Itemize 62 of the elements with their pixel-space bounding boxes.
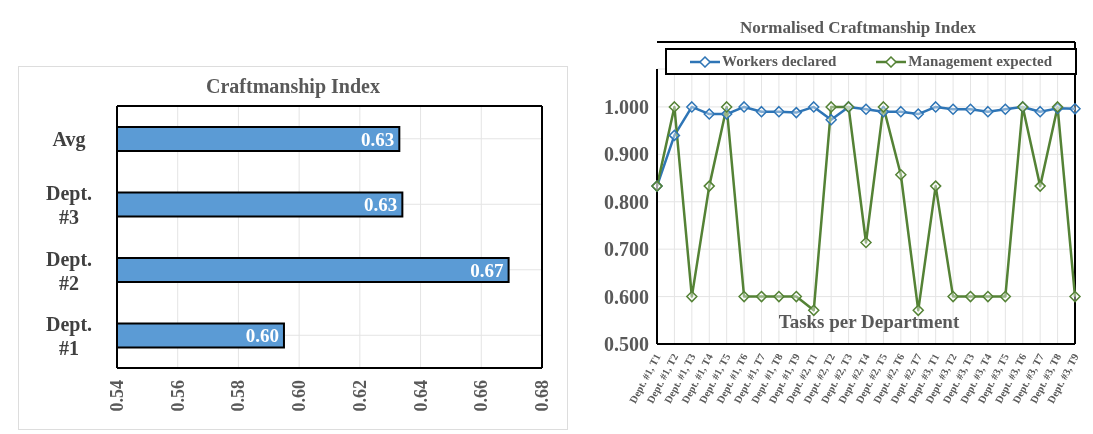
point [1069,103,1081,115]
point [790,106,803,119]
y-tick-label: 0.900 [604,143,649,166]
chart-title: Craftmanship Index [205,75,381,98]
y-tick-label: 1.000 [604,96,649,119]
point [999,290,1012,303]
chart-title: Normalised Craftmanship Index [738,18,978,38]
x-tick-label: 0.66 [471,380,492,412]
y-tick-label: Avg [52,127,86,151]
x-tick-label: 0.58 [228,380,249,412]
point [738,290,750,303]
y-tick-label: Dept. #1 [45,313,93,360]
data-label: 0.67 [470,259,505,281]
point [668,129,681,142]
point [755,105,768,118]
point [808,101,820,113]
point [895,105,907,118]
point [895,168,907,181]
point [999,103,1012,116]
legend-label: Workers declared [721,53,837,70]
point [964,103,977,116]
x-tick-label: 0.62 [349,380,370,412]
point [1069,290,1081,303]
point [982,105,994,118]
point [825,101,837,113]
x-tick-label: 0.56 [167,380,188,412]
point [825,113,837,126]
point [912,108,924,120]
y-tick-label: 0.600 [604,285,649,308]
point [703,108,715,120]
y-tick-label: 0.500 [604,333,649,356]
legend-label: Management expected [907,53,1052,70]
x-tick-label: 0.68 [532,380,552,412]
point [877,101,890,113]
data-label: 0.63 [364,194,398,216]
data-label: 0.60 [245,325,279,347]
point [720,101,733,113]
point [790,290,803,303]
x-tick-label: 0.60 [289,380,310,412]
point [773,290,785,303]
x-axis-title: Tasks per Department [777,311,961,333]
y-tick-label: Dept. #3 [45,182,93,229]
point [1034,105,1046,118]
point [668,101,681,113]
point [929,180,942,192]
point [703,180,715,192]
point [947,290,959,303]
y-tick-label: Dept. #2 [45,247,93,294]
point [964,290,977,303]
point [947,103,959,116]
x-tick-label: 0.64 [410,380,431,412]
point [929,101,942,113]
data-label: 0.63 [361,128,395,150]
point [686,101,698,113]
point [755,290,768,303]
point [773,105,785,118]
y-tick-label: 0.700 [604,238,649,261]
point [982,290,994,303]
point [738,101,750,113]
point [860,103,872,116]
x-tick-label: 0.54 [107,380,127,412]
y-tick-label: 0.800 [604,190,649,213]
